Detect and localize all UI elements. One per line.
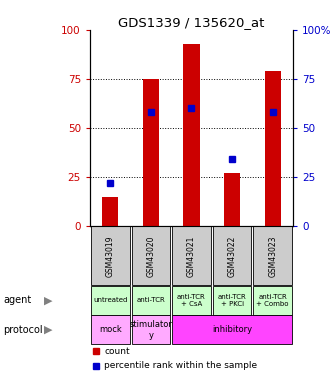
Bar — [253, 226, 292, 285]
Bar — [132, 315, 170, 345]
Bar — [183, 44, 199, 226]
Text: GSM43020: GSM43020 — [146, 235, 156, 277]
Text: untreated: untreated — [93, 297, 128, 303]
Text: GSM43023: GSM43023 — [268, 235, 277, 277]
Text: GSM43021: GSM43021 — [187, 235, 196, 277]
Bar — [132, 286, 170, 315]
Bar — [265, 71, 281, 226]
Title: GDS1339 / 135620_at: GDS1339 / 135620_at — [118, 16, 265, 29]
Text: anti-TCR
+ CsA: anti-TCR + CsA — [177, 294, 206, 307]
Bar — [172, 286, 211, 315]
Bar — [102, 197, 118, 226]
Bar — [172, 226, 211, 285]
Text: anti-TCR
+ PKCi: anti-TCR + PKCi — [218, 294, 246, 307]
Text: agent: agent — [3, 296, 32, 306]
Text: anti-TCR: anti-TCR — [137, 297, 165, 303]
Bar — [172, 315, 292, 345]
Text: GSM43019: GSM43019 — [106, 235, 115, 277]
Bar — [213, 226, 251, 285]
Bar — [143, 79, 159, 226]
Bar — [91, 286, 130, 315]
Bar — [91, 226, 130, 285]
Text: ▶: ▶ — [44, 325, 53, 335]
Text: percentile rank within the sample: percentile rank within the sample — [104, 362, 257, 370]
Text: inhibitory: inhibitory — [212, 326, 252, 334]
Bar — [253, 286, 292, 315]
Text: count: count — [104, 347, 130, 356]
Text: stimulator
y: stimulator y — [130, 320, 172, 340]
Text: GSM43022: GSM43022 — [227, 235, 237, 277]
Bar — [224, 173, 240, 226]
Bar — [91, 315, 130, 345]
Text: mock: mock — [99, 326, 122, 334]
Text: ▶: ▶ — [44, 296, 53, 306]
Bar — [132, 226, 170, 285]
Text: protocol: protocol — [3, 325, 43, 335]
Text: anti-TCR
+ Combo: anti-TCR + Combo — [256, 294, 289, 307]
Bar — [213, 286, 251, 315]
